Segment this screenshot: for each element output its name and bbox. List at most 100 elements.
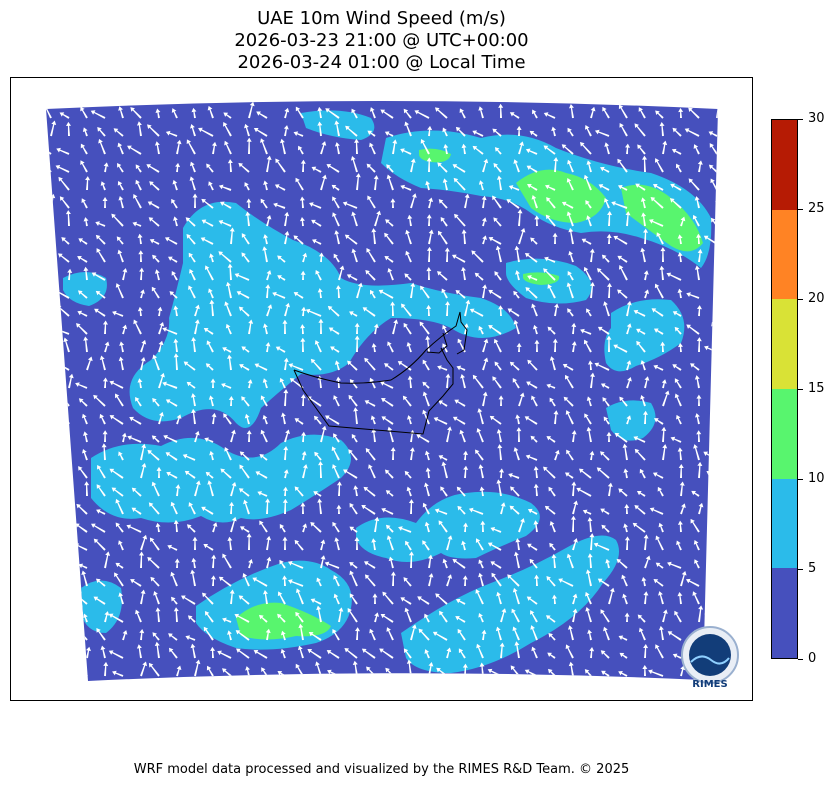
wind-arrow xyxy=(101,443,107,461)
wind-arrow xyxy=(332,628,340,641)
wind-arrow xyxy=(589,647,595,659)
wind-arrow xyxy=(461,143,467,155)
wind-arrow xyxy=(545,615,556,623)
wind-arrow xyxy=(515,414,521,425)
wind-arrow xyxy=(446,574,453,587)
wind-arrow xyxy=(135,179,142,191)
wind-arrow xyxy=(320,174,327,191)
wind-arrow xyxy=(347,608,358,623)
wind-arrow xyxy=(572,500,579,515)
wind-arrow xyxy=(617,158,628,173)
wind-arrow xyxy=(133,194,142,209)
wind-arrow xyxy=(643,228,649,245)
wind-arrow xyxy=(424,450,430,461)
colorbar-tick xyxy=(798,568,803,570)
wind-arrow xyxy=(204,265,214,281)
wind-arrow xyxy=(108,613,124,623)
wind-arrow xyxy=(432,631,448,641)
wind-arrow xyxy=(223,112,232,119)
wind-arrow xyxy=(616,558,628,569)
wind-arrow xyxy=(238,162,250,173)
wind-arrow xyxy=(176,665,182,677)
wind-arrow xyxy=(428,573,434,587)
wind-arrow xyxy=(241,396,250,407)
wind-arrow xyxy=(590,106,596,119)
wind-arrow xyxy=(204,437,214,443)
wind-arrow xyxy=(438,199,448,209)
moderate-wind-region-central xyxy=(356,491,540,562)
wind-arrow xyxy=(248,319,254,335)
wind-arrow xyxy=(245,211,251,227)
wind-arrow xyxy=(256,111,268,119)
wind-arrow xyxy=(349,561,358,569)
wind-arrow xyxy=(81,570,88,587)
wind-arrow xyxy=(677,234,683,245)
wind-arrow xyxy=(489,415,502,425)
wind-arrow xyxy=(600,609,610,623)
wind-arrow xyxy=(693,144,700,155)
wind-arrow xyxy=(66,539,72,551)
wind-arrow xyxy=(191,408,197,425)
wind-arrow xyxy=(333,395,340,407)
wind-arrow xyxy=(363,561,376,569)
wind-arrow xyxy=(638,627,646,641)
wind-arrow xyxy=(534,574,540,587)
wind-arrow xyxy=(298,623,304,641)
wind-arrow xyxy=(58,670,70,677)
wind-arrow xyxy=(111,213,124,227)
wind-arrow xyxy=(597,326,610,335)
wind-arrow xyxy=(205,471,214,479)
wind-arrow xyxy=(408,499,414,515)
wind-arrow xyxy=(381,507,394,515)
wind-arrow xyxy=(100,645,106,659)
wind-arrow xyxy=(363,486,376,497)
wind-arrow xyxy=(137,233,143,245)
wind-arrow xyxy=(78,563,88,569)
wind-arrow xyxy=(353,485,359,497)
wind-arrow xyxy=(302,523,308,533)
wind-arrow xyxy=(607,211,613,227)
wind-arrow xyxy=(468,507,484,515)
wind-arrow xyxy=(658,522,664,533)
wind-arrow xyxy=(496,479,502,497)
wind-arrow xyxy=(331,184,340,191)
wind-arrow xyxy=(580,142,592,155)
wind-arrow xyxy=(152,632,160,641)
wind-arrow xyxy=(463,522,468,533)
wind-arrow xyxy=(518,227,526,245)
wind-arrow xyxy=(168,647,178,659)
wind-arrow xyxy=(300,159,306,173)
wind-arrow xyxy=(583,339,592,353)
wind-arrow xyxy=(566,449,574,461)
colorbar-tick xyxy=(798,298,803,300)
wind-arrow xyxy=(93,596,106,605)
wind-arrow xyxy=(46,105,52,119)
wind-arrow xyxy=(136,644,142,659)
wind-arrow xyxy=(86,646,91,659)
wind-arrow xyxy=(56,147,70,155)
wind-arrow xyxy=(211,412,217,425)
wind-arrow xyxy=(676,414,682,425)
wind-arrow xyxy=(75,523,88,533)
wind-arrow xyxy=(349,311,358,317)
wind-arrow xyxy=(524,253,538,263)
wind-arrow xyxy=(530,625,538,641)
wind-arrow xyxy=(516,125,522,137)
wind-arrow xyxy=(187,615,196,623)
wind-arrow xyxy=(578,468,592,479)
wind-arrow xyxy=(301,431,307,443)
wind-arrow xyxy=(266,214,272,227)
wind-arrow xyxy=(543,112,556,119)
wind-arrow xyxy=(444,247,450,263)
wind-arrow xyxy=(217,650,232,659)
wind-arrow xyxy=(697,160,703,173)
wind-arrow xyxy=(147,124,160,137)
wind-arrow xyxy=(173,305,179,317)
wind-arrow xyxy=(118,451,124,461)
wind-arrow xyxy=(246,533,252,551)
wind-arrow xyxy=(551,553,557,569)
wind-arrow xyxy=(245,666,251,677)
wind-arrow xyxy=(527,543,538,551)
wind-arrow xyxy=(494,147,502,155)
wind-arrow xyxy=(482,338,489,353)
